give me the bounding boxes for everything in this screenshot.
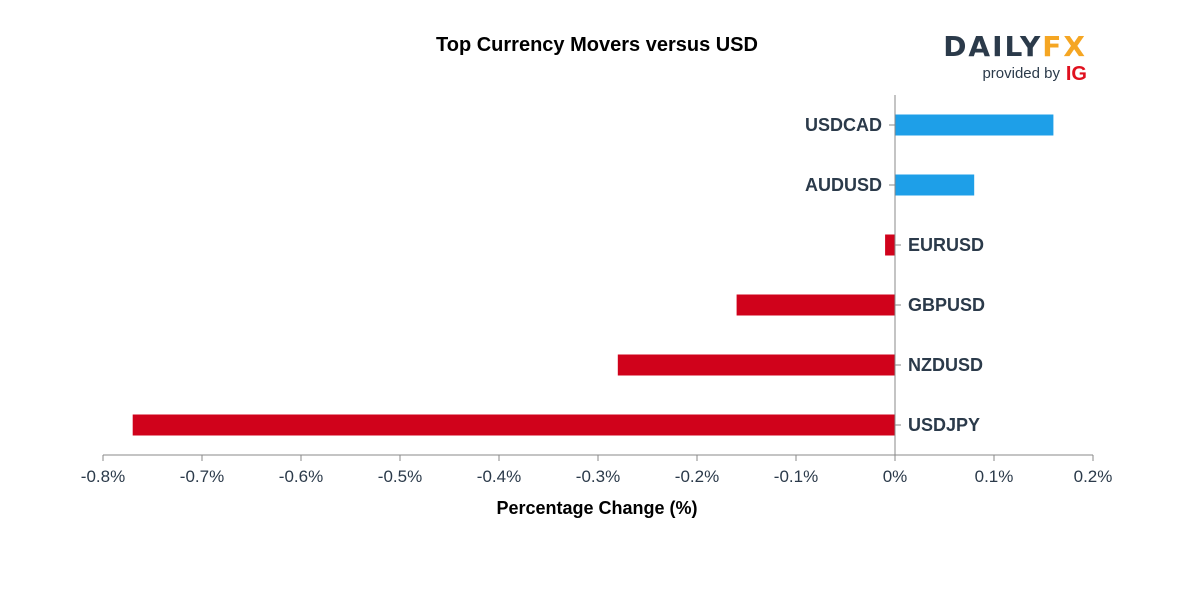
category-label-usdjpy: USDJPY xyxy=(908,415,980,435)
bar-audusd xyxy=(895,174,975,196)
x-tick-label: -0.5% xyxy=(378,467,422,486)
x-tick-label: -0.6% xyxy=(279,467,323,486)
x-tick-label: -0.2% xyxy=(675,467,719,486)
bars-layer xyxy=(132,114,1054,436)
bar-usdcad xyxy=(895,114,1054,136)
bar-eurusd xyxy=(885,234,895,256)
x-tick-label: 0% xyxy=(883,467,908,486)
bar-usdjpy xyxy=(132,414,895,436)
x-tick-label: 0.1% xyxy=(975,467,1014,486)
category-label-nzdusd: NZDUSD xyxy=(908,355,983,375)
x-tick-label: -0.3% xyxy=(576,467,620,486)
dailyfx-logo: DAILYFX provided by IG xyxy=(943,30,1087,85)
x-axis-title: Percentage Change (%) xyxy=(496,498,697,518)
category-labels: USDCAD AUDUSD EURUSD GBPUSD NZDUSD USDJPY xyxy=(805,115,985,435)
logo-provided-by: provided by xyxy=(982,65,1060,82)
bar-gbpusd xyxy=(736,294,895,316)
x-tick-label: -0.8% xyxy=(81,467,125,486)
tick-labels: -0.8% -0.7% -0.6% -0.5% -0.4% -0.3% -0.2% -0.1%… xyxy=(81,467,1113,486)
chart-title: Top Currency Movers versus USD xyxy=(436,34,758,56)
category-label-audusd: AUDUSD xyxy=(805,175,882,195)
x-tick-label: -0.1% xyxy=(774,467,818,486)
bar-nzdusd xyxy=(617,354,895,376)
x-tick-label: -0.4% xyxy=(477,467,521,486)
logo-fx-text: FX xyxy=(1042,30,1087,63)
svg-text:DAILYFX: DAILYFX xyxy=(943,30,1087,63)
category-label-gbpusd: GBPUSD xyxy=(908,295,985,315)
logo-daily-text: DAILY xyxy=(943,30,1042,63)
x-tick-label: -0.7% xyxy=(180,467,224,486)
x-tick-label: 0.2% xyxy=(1074,467,1113,486)
category-label-usdcad: USDCAD xyxy=(805,115,882,135)
category-label-eurusd: EURUSD xyxy=(908,235,984,255)
logo-ig: IG xyxy=(1066,63,1087,85)
axis-layer xyxy=(102,95,1094,461)
